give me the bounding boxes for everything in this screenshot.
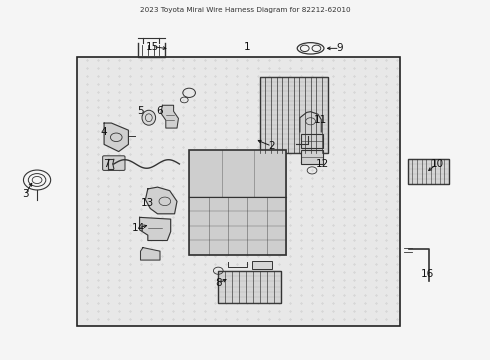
Text: 6: 6 (157, 105, 163, 116)
Polygon shape (141, 248, 160, 260)
Polygon shape (146, 187, 177, 214)
Text: 8: 8 (215, 278, 221, 288)
Bar (77, 57, 400, 326)
Text: 16: 16 (420, 269, 434, 279)
Text: 1: 1 (244, 41, 251, 51)
Text: 2023 Toyota Mirai Wire Harness Diagram for 82212-62010: 2023 Toyota Mirai Wire Harness Diagram f… (140, 8, 350, 13)
Ellipse shape (142, 110, 156, 125)
Polygon shape (161, 105, 178, 128)
Bar (301, 134, 323, 148)
Bar (252, 261, 272, 269)
Text: 12: 12 (316, 159, 329, 169)
Text: 15: 15 (146, 41, 159, 51)
Text: 4: 4 (101, 127, 107, 137)
Text: 13: 13 (141, 198, 154, 208)
Text: 14: 14 (131, 223, 145, 233)
Bar (260, 77, 328, 153)
Text: 11: 11 (314, 114, 327, 125)
Polygon shape (104, 123, 128, 152)
Bar (301, 150, 323, 164)
Text: 2: 2 (269, 141, 275, 151)
Bar (189, 150, 286, 255)
Text: 9: 9 (337, 43, 343, 53)
Text: 7: 7 (103, 159, 110, 169)
Bar (408, 159, 449, 184)
Text: 10: 10 (430, 159, 443, 169)
Bar (218, 271, 281, 303)
Polygon shape (140, 217, 171, 240)
Polygon shape (300, 112, 321, 132)
FancyBboxPatch shape (102, 156, 125, 170)
Text: 5: 5 (137, 105, 144, 116)
Text: 3: 3 (22, 189, 29, 199)
